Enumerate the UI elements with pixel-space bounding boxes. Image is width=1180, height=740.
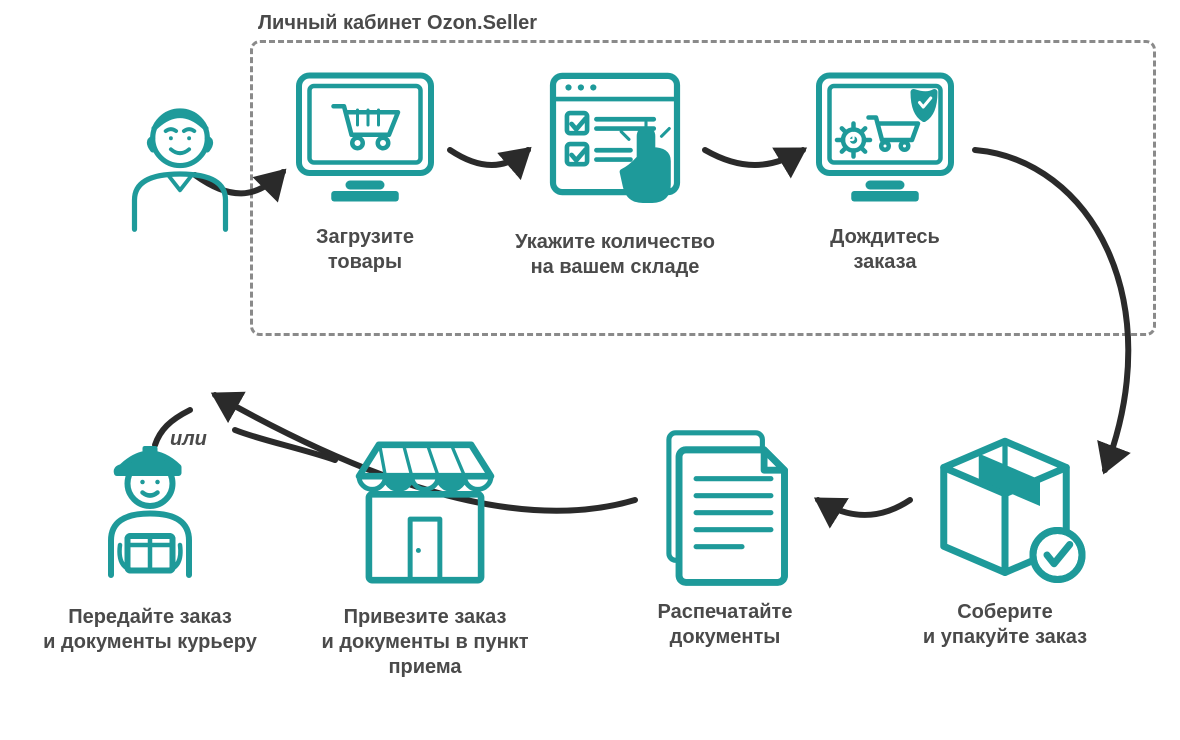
node-step2-label: Укажите количество на вашем складе bbox=[505, 230, 725, 280]
node-step1: Загрузите товары bbox=[255, 65, 475, 275]
node-pack: Соберите и упакуйте заказ bbox=[895, 415, 1115, 650]
node-print-label: Распечатайте документы bbox=[615, 600, 835, 650]
node-courier: Передайте заказ и документы курьеру bbox=[40, 420, 260, 655]
checklist-hand-icon bbox=[505, 65, 725, 220]
box-check-icon bbox=[895, 415, 1115, 590]
node-step3: Дождитесь заказа bbox=[775, 65, 995, 275]
documents-icon bbox=[615, 415, 835, 590]
dashed-box-title: Личный кабинет Ozon.Seller bbox=[258, 12, 537, 35]
node-step2: Укажите количество на вашем складе bbox=[505, 65, 725, 280]
node-courier-label: Передайте заказ и документы курьеру bbox=[40, 605, 260, 655]
store-icon bbox=[315, 430, 535, 595]
monitor-cart-icon bbox=[255, 65, 475, 215]
node-store: Привезите заказ и документы в пункт прие… bbox=[315, 430, 535, 680]
node-step1-label: Загрузите товары bbox=[255, 225, 475, 275]
node-step3-label: Дождитесь заказа bbox=[775, 225, 995, 275]
node-print: Распечатайте документы bbox=[615, 415, 835, 650]
node-store-label: Привезите заказ и документы в пункт прие… bbox=[315, 605, 535, 680]
diagram-stage: Личный кабинет Ozon.Seller или Загрузите… bbox=[0, 0, 1180, 740]
monitor-secure-icon bbox=[775, 65, 995, 215]
courier-icon bbox=[40, 420, 260, 595]
node-pack-label: Соберите и упакуйте заказ bbox=[895, 600, 1115, 650]
